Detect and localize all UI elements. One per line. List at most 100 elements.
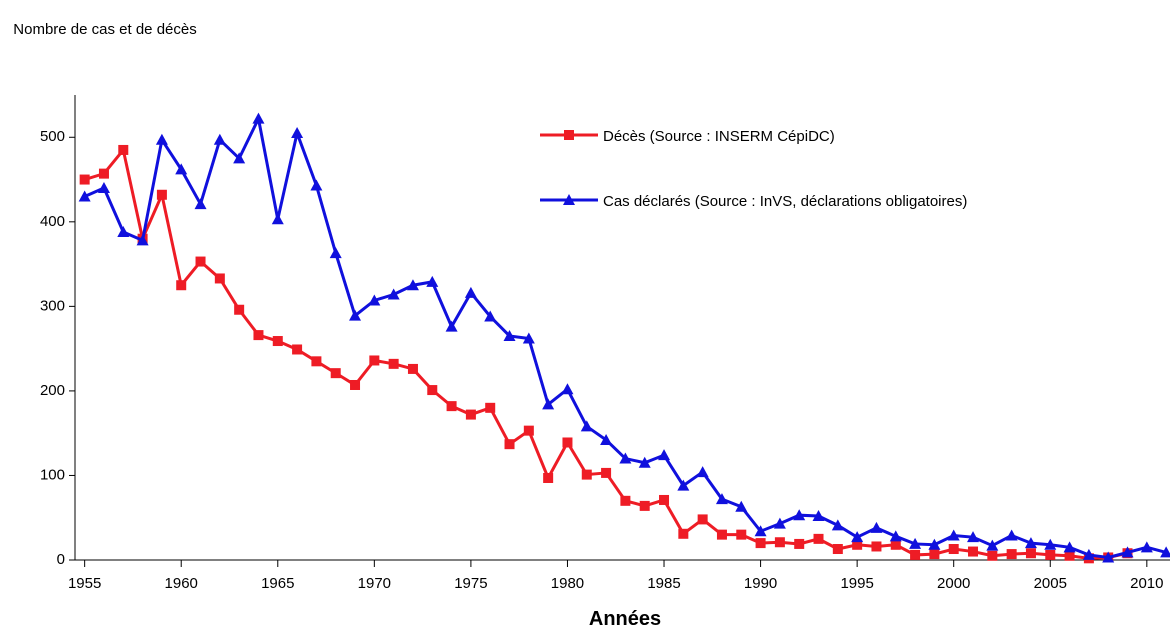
data-point (987, 550, 998, 561)
data-point (909, 537, 922, 549)
data-point (369, 355, 380, 366)
data-point (697, 514, 708, 525)
data-point (562, 437, 573, 448)
data-point (350, 379, 361, 390)
legend-marker (563, 194, 575, 205)
data-point (98, 168, 109, 179)
data-point (252, 112, 265, 124)
data-point (832, 544, 843, 555)
data-point (910, 549, 921, 560)
data-point (581, 469, 592, 480)
data-point (967, 531, 980, 543)
data-point (176, 280, 187, 291)
data-point (484, 310, 497, 322)
x-tick-label: 1995 (840, 575, 873, 592)
data-point (1044, 538, 1057, 550)
series-line (84, 113, 1167, 559)
data-point (754, 525, 767, 537)
data-point (349, 309, 362, 321)
data-point (330, 368, 341, 379)
data-point (890, 539, 901, 550)
legend-label: Cas déclarés (Source : InVS, déclaration… (603, 193, 968, 210)
data-point (678, 528, 689, 539)
data-point (543, 472, 554, 483)
y-tick-label: 100 (40, 466, 65, 483)
data-point (271, 213, 284, 225)
data-point (118, 144, 129, 155)
data-point (175, 163, 188, 175)
x-tick-label: 2005 (1034, 575, 1067, 592)
legend-label: Décès (Source : INSERM CépiDC) (603, 128, 835, 145)
data-point (889, 530, 902, 542)
data-point (446, 401, 457, 412)
data-point (311, 356, 322, 367)
data-point (542, 398, 555, 410)
data-point (427, 385, 438, 396)
data-point (851, 531, 864, 543)
x-tick-label: 1990 (744, 575, 777, 592)
data-point (1102, 551, 1115, 563)
data-point (233, 152, 246, 164)
data-point (659, 494, 670, 505)
data-point (948, 544, 959, 555)
data-point (1064, 550, 1075, 561)
data-point (504, 439, 515, 450)
x-tick-label: 1960 (165, 575, 198, 592)
data-point (214, 273, 225, 284)
data-point (1006, 549, 1017, 560)
data-point (619, 452, 632, 464)
data-point (292, 344, 303, 355)
legend-marker (564, 130, 574, 140)
x-tick-label: 2000 (937, 575, 970, 592)
data-point (677, 479, 690, 491)
x-tick-label: 1975 (454, 575, 487, 592)
data-point (195, 256, 206, 267)
data-point (793, 509, 806, 521)
data-point (601, 467, 612, 478)
y-tick-label: 200 (40, 382, 65, 399)
data-point (774, 537, 785, 548)
data-point (464, 286, 477, 298)
data-point (1160, 546, 1170, 558)
data-point (1140, 541, 1153, 553)
data-point (561, 383, 574, 395)
data-point (812, 510, 825, 522)
data-point (485, 402, 496, 413)
data-point (368, 294, 381, 306)
x-tick-label: 1980 (551, 575, 584, 592)
data-point (1121, 546, 1134, 558)
data-point (1024, 537, 1037, 549)
data-point (696, 466, 709, 478)
data-point (136, 234, 149, 246)
x-tick-label: 1965 (261, 575, 294, 592)
data-point (1063, 541, 1076, 553)
data-point (78, 190, 91, 202)
data-point (794, 538, 805, 549)
data-point (272, 336, 283, 347)
data-point (387, 288, 400, 300)
data-point (155, 133, 168, 145)
data-point (736, 529, 747, 540)
data-point (310, 179, 323, 191)
x-axis-label: Années (588, 608, 662, 630)
data-point (600, 433, 613, 445)
data-point (947, 529, 960, 541)
data-point (1045, 549, 1056, 560)
data-point (523, 425, 534, 436)
data-point (234, 304, 245, 315)
y-tick-label: 500 (40, 128, 65, 145)
data-point (156, 189, 167, 200)
data-point (329, 247, 342, 259)
x-tick-label: 1970 (358, 575, 391, 592)
data-point (1005, 529, 1018, 541)
x-tick-label: 1985 (647, 575, 680, 592)
data-point (426, 275, 439, 287)
data-point (1082, 548, 1095, 560)
data-point (291, 127, 304, 139)
data-point (445, 320, 458, 332)
data-point (968, 546, 979, 557)
x-tick-label: 2010 (1130, 575, 1163, 592)
data-point (813, 533, 824, 544)
